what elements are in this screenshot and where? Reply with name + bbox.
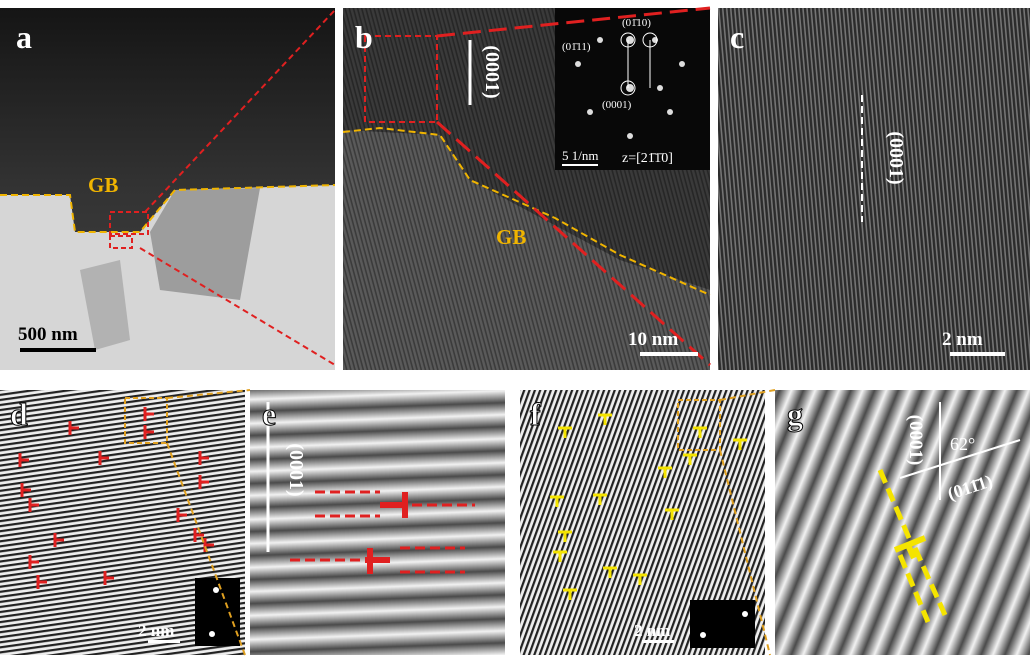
- image: [775, 390, 1030, 655]
- inset-label: (01̄10): [622, 17, 651, 29]
- dislocation: [693, 426, 707, 438]
- scale-bar-label: 2 nm: [634, 621, 670, 640]
- scale-bar-label: 500 nm: [18, 324, 78, 345]
- dislocation: [143, 425, 154, 439]
- angle-label: 62°: [950, 434, 975, 454]
- panel-label: a: [16, 19, 32, 55]
- dislocation: [198, 451, 209, 465]
- dislocation: [103, 571, 114, 585]
- dislocation: [68, 421, 79, 435]
- panel-label: f: [530, 396, 541, 432]
- gb-label: GB: [88, 173, 118, 197]
- dislocation: [563, 588, 577, 600]
- dislocation: [598, 413, 612, 425]
- dislocation: [176, 508, 187, 522]
- panel-f: f 2 nm: [520, 390, 765, 655]
- dislocation: [193, 528, 204, 542]
- panel-label: d: [10, 396, 28, 432]
- dislocation: [603, 566, 617, 578]
- grain-boundary: [0, 184, 336, 233]
- dislocation: [558, 426, 572, 438]
- panel-label: c: [730, 19, 744, 55]
- dislocation: [658, 466, 672, 478]
- plane-label: (0001): [481, 45, 503, 98]
- panel-g: (0001) 62° (011̄1) g: [775, 390, 1030, 655]
- dislocation: [18, 453, 29, 467]
- panel-e: (0001) e: [250, 390, 505, 655]
- panel-b: (01̄10) (01̄11) (0001) 5 1/nm z=[21̄1̄0]…: [342, 6, 711, 370]
- dislocation: [733, 438, 747, 450]
- image: [250, 390, 505, 655]
- panel-a: a GB 500 nm: [0, 8, 336, 370]
- dislocation: [203, 538, 214, 552]
- dislocation: [550, 495, 564, 507]
- panel-d: d 2 nm: [0, 390, 245, 655]
- scale-bar-label: 2 nm: [138, 621, 174, 640]
- grain-boundary: [342, 126, 711, 296]
- plane-label: (0001): [905, 415, 926, 466]
- scale-bar-label: 2 nm: [942, 329, 983, 350]
- dislocation: [558, 530, 572, 542]
- panel-c: (0001) c 2 nm: [718, 8, 1030, 370]
- dislocation: [98, 451, 109, 465]
- panel-label: e: [262, 396, 276, 432]
- inset-label: (0001): [602, 99, 632, 111]
- dislocation: [28, 498, 39, 512]
- dislocation: [53, 533, 64, 547]
- gb-label: GB: [496, 225, 526, 249]
- dislocation: [143, 407, 154, 421]
- scale-bar-label: 10 nm: [628, 329, 678, 350]
- plane-label: (0001): [885, 131, 907, 184]
- panel-label: b: [355, 19, 373, 55]
- inset-scale-bar: 5 1/nm: [562, 148, 598, 163]
- dislocation: [20, 483, 31, 497]
- zone-axis: z=[21̄1̄0]: [622, 151, 673, 166]
- dislocation: [36, 575, 47, 589]
- dislocation: [553, 550, 567, 562]
- dislocation: [28, 555, 39, 569]
- inset-label: (01̄11): [562, 41, 591, 53]
- dislocation: [683, 453, 697, 465]
- plane-label: (0001): [285, 443, 307, 496]
- dislocation: [633, 573, 647, 585]
- dislocation: [665, 508, 679, 520]
- dislocation: [198, 475, 209, 489]
- dislocation: [593, 493, 607, 505]
- panel-label: g: [787, 396, 803, 432]
